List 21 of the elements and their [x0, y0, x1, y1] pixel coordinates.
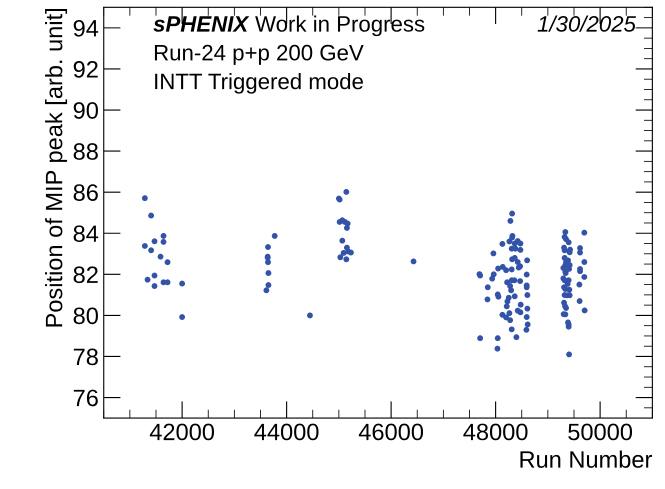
y-tick-label: 86	[74, 184, 98, 201]
annotation: INTT Triggered mode	[155, 72, 363, 94]
y-tick-label: 94	[74, 20, 98, 37]
y-tick-label: 76	[74, 390, 98, 406]
annotation: 1/30/2025	[538, 15, 636, 32]
x-tick-label: 42000	[150, 424, 214, 440]
x-tick-label: 44000	[254, 424, 319, 440]
y-tick-label: 90	[74, 102, 98, 119]
y-tick-label: 80	[74, 307, 98, 324]
x-tick-label: 46000	[358, 424, 424, 440]
y-tick-label: 88	[74, 143, 98, 160]
annotation: sPHENIX Work in Progress	[153, 15, 424, 36]
y-axis-title: Position of MIP peak [arb. unit]	[45, 9, 68, 327]
y-tick-label: 92	[74, 61, 98, 78]
annotation: Run-24 p+p 200 GeV	[154, 44, 364, 65]
x-axis-title: Run Number	[520, 450, 652, 468]
y-tick-label: 84	[74, 225, 98, 242]
y-tick-label: 82	[74, 266, 98, 284]
x-tick-label: 48000	[463, 424, 528, 440]
x-tick-label: 50000	[568, 424, 632, 440]
y-tick-label: 78	[74, 348, 98, 366]
